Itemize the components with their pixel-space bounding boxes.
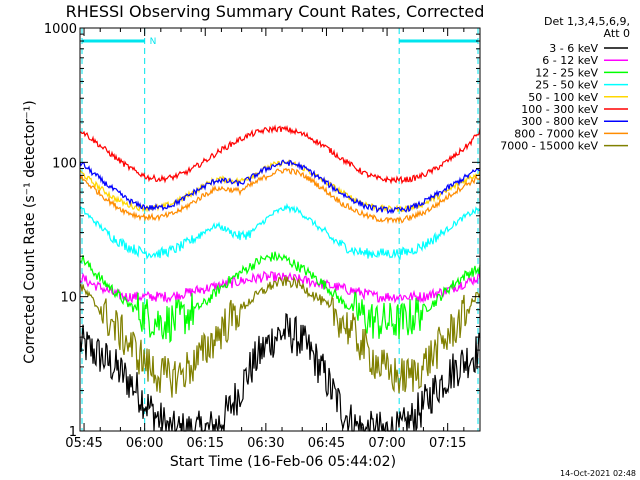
chart-title: RHESSI Observing Summary Count Rates, Co… <box>66 2 485 21</box>
series-lines <box>79 124 481 433</box>
attenuator-label: Att 0 <box>604 27 630 40</box>
x-tick-label: 06:45 <box>308 436 345 451</box>
x-tick-label: 07:00 <box>368 436 405 451</box>
legend-label: 300 - 800 keV <box>521 115 598 128</box>
plot-frame <box>79 27 481 432</box>
legend-label: 800 - 7000 keV <box>514 127 598 140</box>
y-tick-label: 10 <box>60 291 77 306</box>
x-axis-ticks: 05:45 06:00 06:15 06:30 06:45 07:00 07:15 <box>65 28 466 451</box>
series-line-2 <box>79 251 481 344</box>
legend-label: 7000 - 15000 keV <box>500 140 598 153</box>
legend-label: 6 - 12 keV <box>542 54 598 67</box>
x-tick-label: 07:15 <box>429 436 466 451</box>
series-line-8 <box>79 275 481 398</box>
y-axis-label: Corrected Count Rate (s⁻¹ detector⁻¹) <box>22 100 38 363</box>
footer-date: 14-Oct-2021 02:48 <box>560 469 636 478</box>
legend-label: 100 - 300 keV <box>521 103 598 116</box>
y-axis-ticks: 1 10 100 1000 <box>44 22 480 440</box>
legend-label: 12 - 25 keV <box>535 66 598 79</box>
series-line-0 <box>79 313 481 433</box>
x-tick-label: 06:00 <box>126 436 163 451</box>
x-tick-label: 05:45 <box>65 436 102 451</box>
x-tick-label: 06:30 <box>247 436 284 451</box>
y-tick-label: 1000 <box>44 22 77 37</box>
series-line-1 <box>79 270 481 304</box>
plot-area: N 05:45 06:00 06:15 06:30 06:45 07:00 07:15 11… <box>44 22 481 451</box>
series-line-3 <box>79 202 481 260</box>
series-line-7 <box>79 167 481 225</box>
series-line-5 <box>79 124 481 185</box>
x-tick-label: 06:15 <box>187 436 224 451</box>
detector-label: Det 1,3,4,5,6,9, <box>544 15 630 28</box>
y-tick-label: 100 <box>52 156 77 171</box>
legend-label: 25 - 50 keV <box>535 79 598 92</box>
legend-label: 3 - 6 keV <box>549 42 598 55</box>
y-tick-label: 1 <box>69 425 77 440</box>
legend-label: 50 - 100 keV <box>528 91 598 104</box>
night-label: N <box>150 37 157 47</box>
series-line-6 <box>79 159 480 215</box>
x-axis-label: Start Time (16-Feb-06 05:44:02) <box>170 454 396 470</box>
